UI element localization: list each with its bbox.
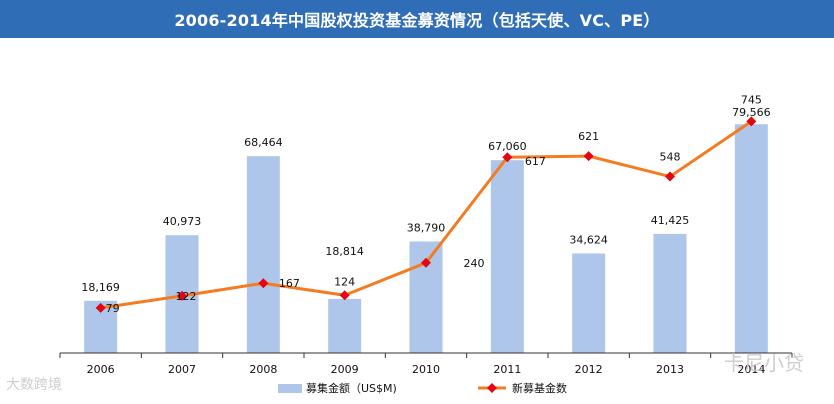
x-tick-label-2011: 2011 bbox=[493, 363, 521, 376]
bar-2011 bbox=[490, 160, 524, 353]
line-point-2014 bbox=[746, 116, 757, 127]
legend-label-bar: 募集金额（US$M) bbox=[306, 381, 397, 395]
watermark-left: 大数跨境 bbox=[6, 377, 62, 393]
line-label-2009: 124 bbox=[334, 275, 355, 288]
line-point-2013 bbox=[665, 171, 675, 182]
line-point-2011 bbox=[502, 152, 513, 163]
bar-label-2008: 68,464 bbox=[244, 136, 283, 149]
x-tick-label-2012: 2012 bbox=[575, 363, 603, 376]
line-label-2011: 617 bbox=[525, 155, 546, 168]
x-axis: 2006 2007 2008 2009 2010 2011 2012 2013 2014 bbox=[59, 352, 793, 376]
x-tick-label-2009: 2009 bbox=[331, 363, 359, 376]
line-point-2008 bbox=[258, 278, 269, 289]
line-point-2007 bbox=[177, 290, 187, 301]
bar-label-2012: 34,624 bbox=[569, 233, 608, 246]
bar-2009 bbox=[328, 298, 362, 353]
legend-swatch-bar bbox=[278, 384, 302, 393]
watermark-right: 卡尼小贷 bbox=[724, 351, 804, 375]
legend-marker-line bbox=[487, 383, 497, 393]
bar-2014 bbox=[734, 124, 768, 354]
bar-label-2007: 40,973 bbox=[163, 215, 202, 228]
bar-label-2013: 41,425 bbox=[651, 214, 690, 227]
chart-title: 2006-2014年中国股权投资基金募资情况（包括天使、VC、PE） bbox=[0, 0, 834, 38]
line-point-2009 bbox=[339, 290, 350, 301]
line-label-2008: 167 bbox=[279, 277, 300, 290]
line-label-2014: 745 bbox=[741, 93, 762, 106]
bar-2012 bbox=[572, 253, 606, 353]
line-label-2007: 122 bbox=[176, 290, 197, 303]
line-label-2012: 621 bbox=[578, 130, 599, 143]
x-tick-label-2006: 2006 bbox=[87, 363, 115, 376]
labels-layer: 18,169 40,973 68,464 18,814 38,790 67,060 34,6… bbox=[81, 93, 770, 314]
bars-layer bbox=[84, 124, 768, 354]
bar-label-2014: 79,566 bbox=[732, 106, 771, 119]
line-layer bbox=[95, 116, 757, 313]
bar-2013 bbox=[653, 233, 687, 353]
x-tick-label-2007: 2007 bbox=[168, 363, 196, 376]
bar-label-2009: 18,814 bbox=[325, 245, 364, 258]
line-point-2006 bbox=[95, 302, 106, 313]
legend: 募集金额（US$M) 新募基金数 bbox=[278, 381, 567, 395]
line-label-2013: 548 bbox=[660, 151, 681, 164]
line-label-2006: 79 bbox=[106, 302, 120, 315]
x-tick-label-2008: 2008 bbox=[249, 363, 277, 376]
bar-label-2006: 18,169 bbox=[81, 281, 120, 294]
x-tick-label-2013: 2013 bbox=[656, 363, 684, 376]
chart-area: 2006 2007 2008 2009 2010 2011 2012 2013 2014 18,… bbox=[59, 93, 793, 395]
x-tick-label-2010: 2010 bbox=[412, 363, 440, 376]
bar-label-2011: 67,060 bbox=[488, 140, 527, 153]
legend-label-line: 新募基金数 bbox=[512, 381, 567, 395]
bar-2008 bbox=[246, 156, 280, 353]
line-point-2012 bbox=[583, 151, 594, 162]
bar-label-2010: 38,790 bbox=[407, 221, 446, 234]
line-label-2010: 240 bbox=[464, 257, 485, 270]
line-point-2010 bbox=[421, 257, 431, 268]
x-tick-label-2014: 2014 bbox=[737, 363, 765, 376]
